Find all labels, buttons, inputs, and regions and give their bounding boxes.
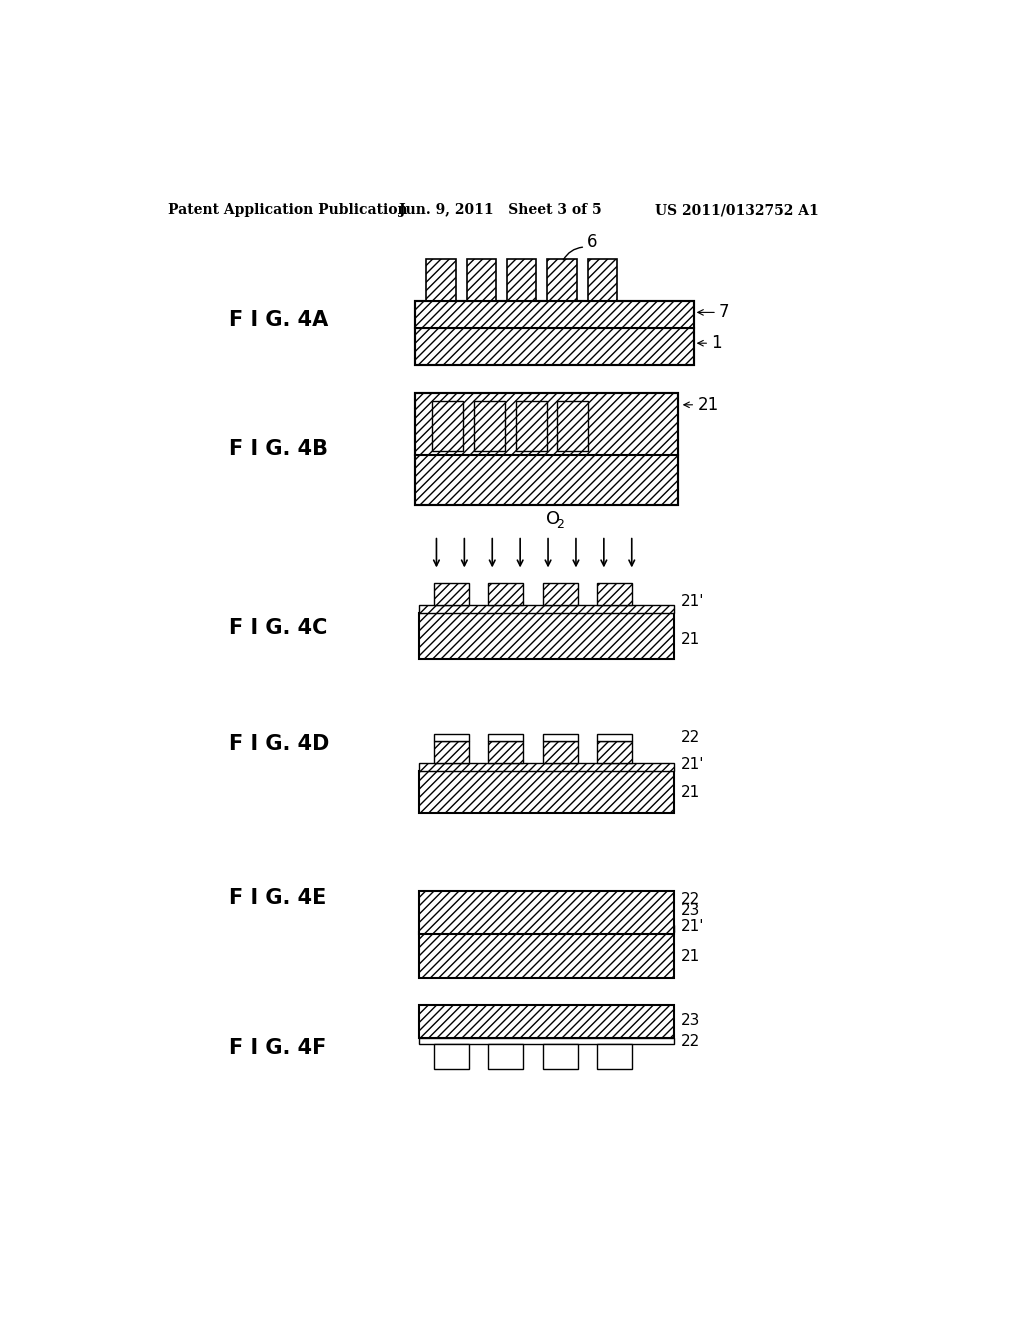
Bar [543,734,578,742]
Text: 21: 21 [681,949,699,965]
Bar [507,259,537,301]
Text: 1: 1 [711,334,722,352]
Bar [488,583,523,605]
Text: 6: 6 [587,232,597,251]
Bar [543,1044,578,1069]
Text: Jun. 9, 2011   Sheet 3 of 5: Jun. 9, 2011 Sheet 3 of 5 [399,203,602,216]
Bar [415,301,693,327]
Bar [488,742,523,763]
Bar [419,763,675,771]
Bar [434,1044,469,1069]
Bar [488,1044,523,1069]
Text: 21: 21 [681,784,699,800]
Bar [419,612,675,659]
Text: 22: 22 [681,1034,699,1049]
Text: 23: 23 [681,1014,700,1028]
Bar [597,583,632,605]
Text: 22: 22 [681,891,699,907]
Text: 21: 21 [681,632,699,647]
Bar [597,895,632,903]
Text: 23: 23 [681,903,700,919]
Bar [432,401,463,451]
Bar [426,259,456,301]
Bar [588,259,617,301]
Bar [432,401,463,451]
Bar [557,401,589,451]
Bar [415,393,678,506]
Text: F I G. 4F: F I G. 4F [228,1038,326,1057]
Bar [474,401,505,451]
Bar [557,401,589,451]
Bar [419,605,675,612]
Bar [474,401,505,451]
Bar [547,259,577,301]
Text: 21': 21' [681,919,705,933]
Text: 2: 2 [556,517,564,531]
Bar [543,583,578,605]
Text: F I G. 4E: F I G. 4E [228,887,326,908]
Text: US 2011/0132752 A1: US 2011/0132752 A1 [655,203,819,216]
Text: F I G. 4C: F I G. 4C [228,618,327,638]
Text: Patent Application Publication: Patent Application Publication [168,203,408,216]
Bar [419,891,675,933]
Bar [419,1038,675,1044]
Bar [415,327,693,364]
Bar [419,932,675,978]
Bar [543,895,578,903]
Text: 21': 21' [681,594,705,609]
Text: F I G. 4A: F I G. 4A [228,310,328,330]
Bar [467,259,496,301]
Bar [488,734,523,742]
Bar [597,1044,632,1069]
Text: 22: 22 [681,730,699,744]
Bar [597,734,632,742]
Text: 21': 21' [681,756,705,772]
Bar [434,583,469,605]
Bar [419,1006,675,1038]
Bar [419,924,675,932]
Bar [488,895,523,903]
Bar [543,903,578,924]
Bar [434,734,469,742]
Bar [419,771,675,813]
Bar [434,903,469,924]
Bar [415,301,693,364]
Bar [543,742,578,763]
Bar [434,742,469,763]
Text: 21: 21 [697,396,719,413]
Text: F I G. 4D: F I G. 4D [228,734,329,754]
Bar [434,895,469,903]
Bar [488,903,523,924]
Bar [597,742,632,763]
Text: O: O [546,510,560,528]
Bar [415,393,678,506]
Bar [515,401,547,451]
Text: F I G. 4B: F I G. 4B [228,440,328,459]
Bar [597,903,632,924]
Bar [515,401,547,451]
Text: 7: 7 [719,304,729,321]
